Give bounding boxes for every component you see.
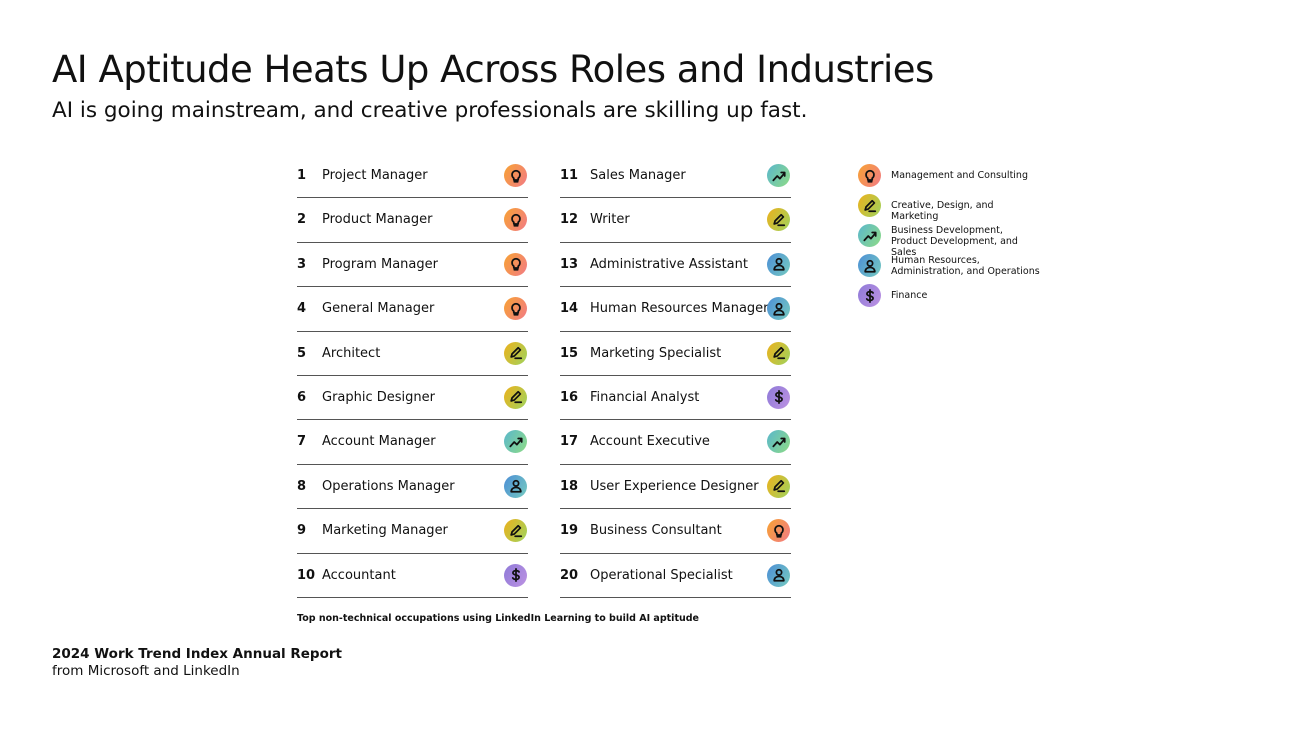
- page-subtitle: AI is going mainstream, and creative pro…: [52, 98, 808, 123]
- role-name: Operational Specialist: [590, 567, 733, 583]
- role-row: 19 Business Consultant: [560, 509, 791, 554]
- pen-icon: [504, 519, 527, 543]
- role-row: 7 Account Manager: [297, 420, 528, 465]
- role-row: 15 Marketing Specialist: [560, 332, 791, 376]
- role-rank: 4: [297, 301, 307, 317]
- role-row: 3 Program Manager: [297, 243, 528, 288]
- lightbulb-icon: [858, 164, 881, 187]
- dollar-icon: [767, 385, 790, 409]
- role-rank: 11: [560, 168, 579, 183]
- pen-icon: [858, 194, 881, 217]
- role-name: Writer: [590, 212, 630, 228]
- trend-up-icon: [858, 224, 881, 247]
- role-rank: 12: [560, 212, 579, 228]
- person-icon: [858, 254, 881, 277]
- role-name: General Manager: [322, 301, 435, 317]
- role-row: 12 Writer: [560, 198, 791, 243]
- person-icon: [767, 563, 790, 587]
- role-row: 11 Sales Manager: [560, 154, 791, 199]
- role-row: 20 Operational Specialist: [560, 554, 791, 598]
- lightbulb-icon: [504, 208, 527, 232]
- role-rank: 5: [297, 345, 307, 361]
- page-title: AI Aptitude Heats Up Across Roles and In…: [52, 48, 934, 91]
- legend-label: Human Resources, Administration, and Ope…: [891, 255, 1040, 277]
- pen-icon: [504, 341, 527, 365]
- role-row: 16 Financial Analyst: [560, 376, 791, 421]
- role-name: Program Manager: [322, 256, 438, 272]
- role-name: User Experience Designer: [590, 478, 759, 494]
- role-name: Account Manager: [322, 434, 436, 450]
- role-row: 9 Marketing Manager: [297, 509, 528, 554]
- trend-up-icon: [767, 430, 790, 454]
- person-icon: [767, 297, 790, 321]
- dollar-icon: [858, 284, 881, 307]
- pen-icon: [767, 341, 790, 365]
- legend-label: Finance: [891, 290, 928, 301]
- role-name: Marketing Manager: [322, 523, 448, 539]
- role-name: Financial Analyst: [590, 389, 700, 405]
- role-rank: 20: [560, 567, 579, 583]
- role-name: Accountant: [322, 567, 396, 583]
- role-rank: 15: [560, 345, 579, 361]
- pen-icon: [767, 474, 790, 498]
- role-row: 5 Architect: [297, 332, 528, 376]
- role-name: Project Manager: [322, 168, 428, 183]
- role-row: 13 Administrative Assistant: [560, 243, 791, 288]
- person-icon: [504, 474, 527, 498]
- role-row: 17 Account Executive: [560, 420, 791, 465]
- role-name: Marketing Specialist: [590, 345, 722, 361]
- trend-up-icon: [767, 164, 790, 187]
- role-row: 8 Operations Manager: [297, 465, 528, 510]
- role-rank: 3: [297, 256, 307, 272]
- lightbulb-icon: [767, 519, 790, 543]
- role-rank: 19: [560, 523, 579, 539]
- role-name: Sales Manager: [590, 168, 686, 183]
- lightbulb-icon: [504, 252, 527, 276]
- role-rank: 14: [560, 301, 579, 317]
- source-subtitle: from Microsoft and LinkedIn: [52, 663, 240, 679]
- role-row: 1 Project Manager: [297, 154, 528, 199]
- role-name: Product Manager: [322, 212, 433, 228]
- role-row: 14 Human Resources Manager: [560, 287, 791, 332]
- roles-list-left: 1 Project Manager 2 Product Manager 3 Program…: [297, 154, 528, 598]
- role-rank: 13: [560, 256, 579, 272]
- role-row: 18 User Experience Designer: [560, 465, 791, 510]
- role-row: 6 Graphic Designer: [297, 376, 528, 421]
- role-rank: 18: [560, 478, 579, 494]
- legend-label: Management and Consulting: [891, 170, 1028, 181]
- role-row: 2 Product Manager: [297, 198, 528, 243]
- role-name: Graphic Designer: [322, 389, 435, 405]
- legend-label: Creative, Design, and Marketing: [891, 200, 994, 222]
- role-name: Account Executive: [590, 434, 710, 450]
- role-rank: 8: [297, 478, 307, 494]
- roles-list-right: 11 Sales Manager 12 Writer 13 Administrative …: [560, 154, 791, 598]
- trend-up-icon: [504, 430, 527, 454]
- role-rank: 1: [297, 168, 307, 183]
- legend-label: Business Development, Product Developmen…: [891, 225, 1018, 258]
- role-name: Operations Manager: [322, 478, 455, 494]
- role-rank: 16: [560, 389, 579, 405]
- person-icon: [767, 252, 790, 276]
- role-rank: 9: [297, 523, 307, 539]
- lightbulb-icon: [504, 164, 527, 187]
- caption: Top non-technical occupations using Link…: [297, 613, 699, 624]
- role-row: 10 Accountant: [297, 554, 528, 598]
- role-name: Business Consultant: [590, 523, 722, 539]
- dollar-icon: [504, 563, 527, 587]
- source-title: 2024 Work Trend Index Annual Report: [52, 646, 342, 662]
- lightbulb-icon: [504, 297, 527, 321]
- role-rank: 6: [297, 389, 307, 405]
- role-rank: 10: [297, 567, 316, 583]
- role-name: Administrative Assistant: [590, 256, 748, 272]
- role-name: Architect: [322, 345, 381, 361]
- pen-icon: [504, 385, 527, 409]
- role-row: 4 General Manager: [297, 287, 528, 332]
- role-rank: 17: [560, 434, 579, 450]
- role-name: Human Resources Manager: [590, 301, 769, 317]
- role-rank: 7: [297, 434, 307, 450]
- pen-icon: [767, 208, 790, 232]
- role-rank: 2: [297, 212, 307, 228]
